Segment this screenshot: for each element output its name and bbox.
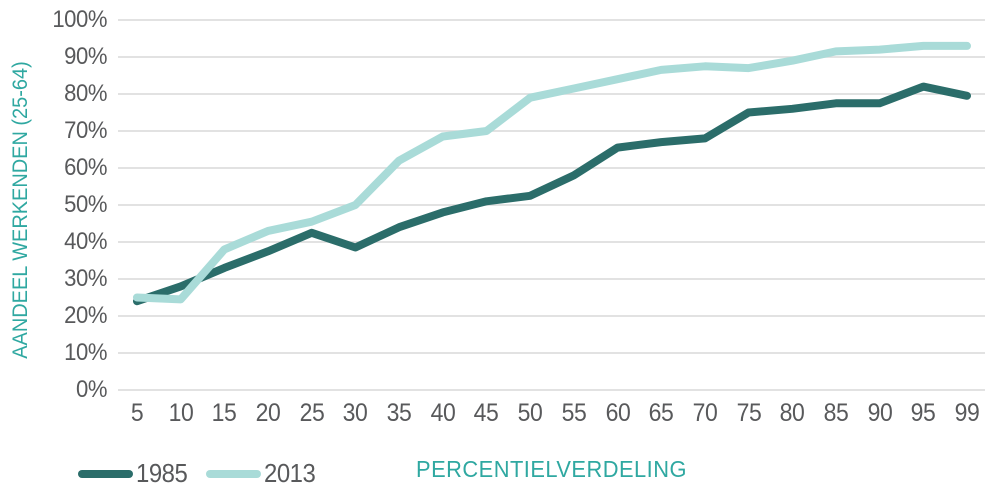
- x-tick-label: 10: [168, 399, 194, 427]
- legend-swatch-1985: [78, 469, 133, 478]
- y-tick-label: 80%: [64, 80, 107, 107]
- y-tick-label: 70%: [64, 117, 107, 144]
- x-tick-label: 60: [605, 399, 630, 427]
- y-tick-label: 10%: [64, 339, 107, 366]
- x-tick-label: 35: [386, 399, 412, 427]
- x-tick-label: 75: [736, 399, 761, 427]
- x-tick-label: 99: [954, 399, 980, 427]
- legend: 1985 2013: [78, 458, 334, 489]
- x-tick-label: 15: [212, 399, 237, 427]
- x-tick-label: 40: [430, 399, 456, 427]
- x-tick-label: 55: [561, 399, 587, 427]
- x-tick-label: 80: [779, 399, 805, 427]
- x-tick-label: 95: [910, 399, 936, 427]
- legend-label-2013: 2013: [263, 458, 316, 488]
- y-tick-label: 100%: [52, 6, 107, 33]
- y-tick-label: 20%: [64, 302, 107, 329]
- legend-swatch-2013: [205, 469, 261, 478]
- x-tick-label: 25: [299, 399, 325, 427]
- x-tick-label: 90: [867, 399, 892, 427]
- y-axis-title: AANDEEL WERKENDEN (25-64): [9, 61, 32, 359]
- series-line-2013: [133, 41, 971, 304]
- x-tick-label: 45: [474, 399, 499, 427]
- x-tick-label: 5: [130, 399, 144, 427]
- y-tick-label: 60%: [64, 154, 107, 181]
- x-tick-label: 20: [255, 399, 281, 427]
- y-tick-label: 50%: [64, 191, 107, 218]
- y-tick-label: 90%: [64, 43, 107, 70]
- y-tick-label: 30%: [64, 265, 107, 292]
- series-line-1985: [133, 82, 971, 306]
- legend-label-1985: 1985: [136, 458, 188, 488]
- x-tick-label: 70: [692, 399, 718, 427]
- x-axis-title: PERCENTIELVERDELING: [416, 456, 687, 482]
- y-tick-label: 0%: [76, 376, 107, 403]
- x-tick-label: 50: [517, 399, 543, 427]
- x-tick-label: 30: [343, 399, 368, 427]
- x-tick-label: 65: [648, 399, 674, 427]
- y-tick-label: 40%: [64, 228, 107, 255]
- x-tick-label: 85: [823, 399, 849, 427]
